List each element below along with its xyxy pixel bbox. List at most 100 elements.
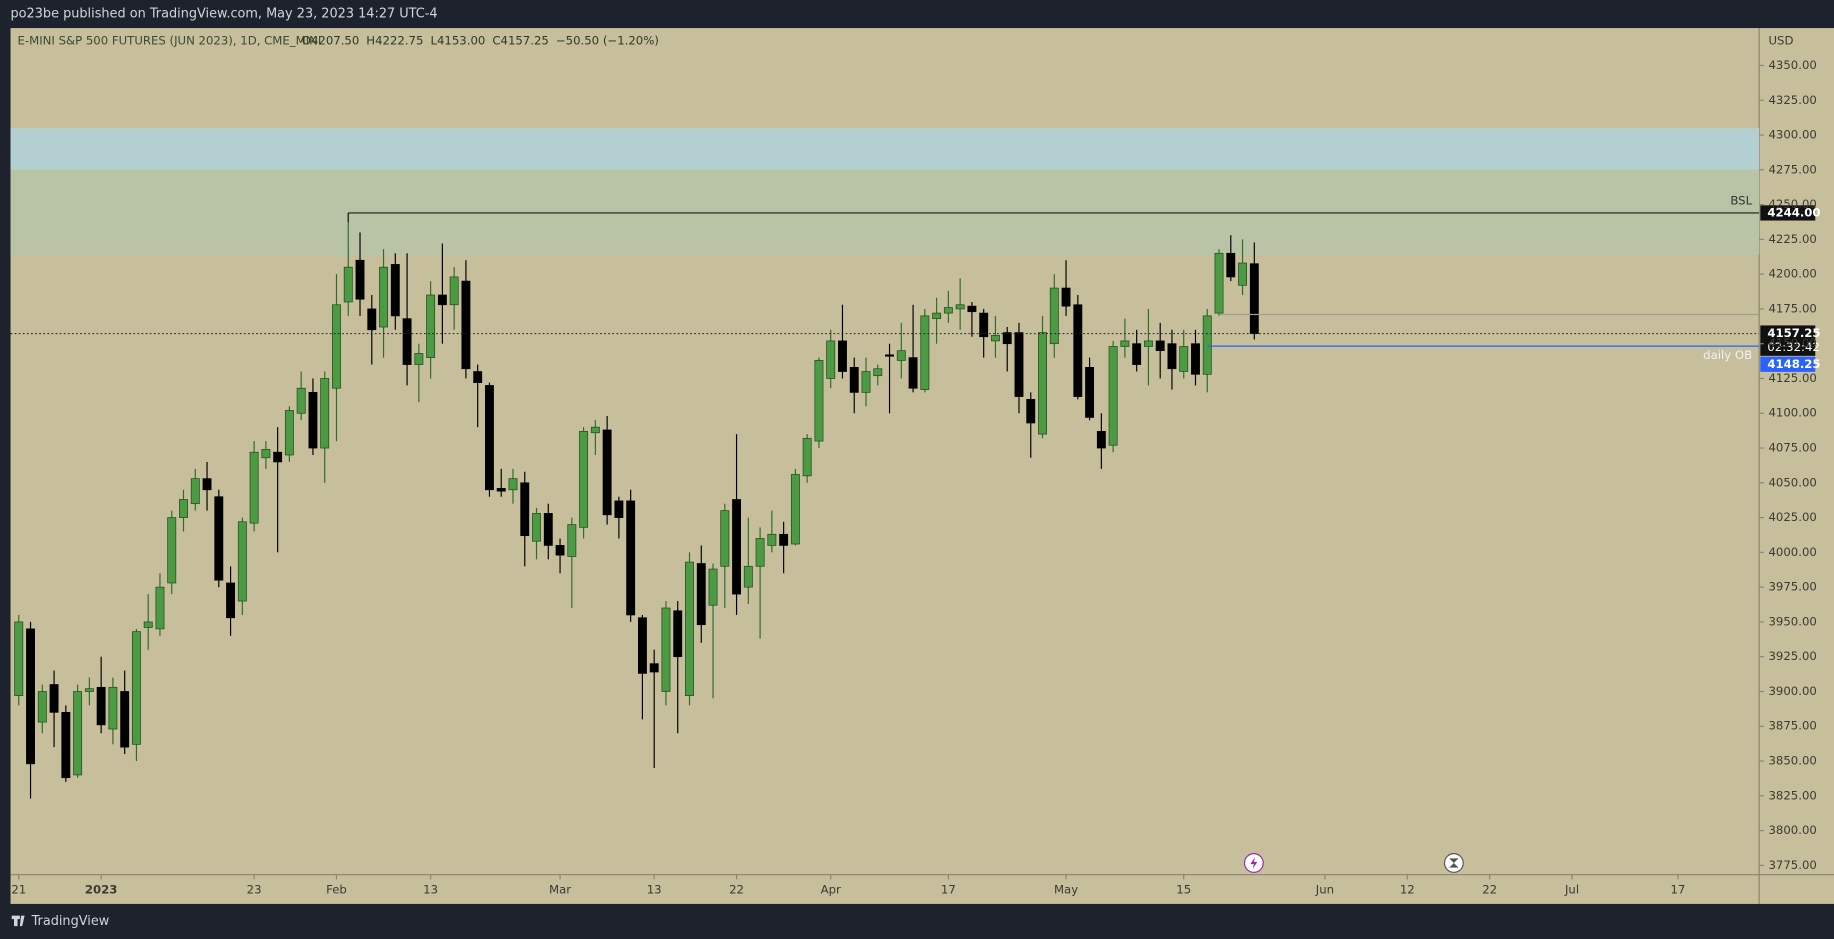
candle-body bbox=[343, 266, 353, 303]
candle-body bbox=[143, 621, 153, 628]
candle-body bbox=[614, 500, 624, 518]
candle-body bbox=[1002, 332, 1012, 345]
y-tick-label: 3900.00 bbox=[1769, 684, 1817, 698]
candle-body bbox=[296, 387, 306, 414]
brand: TradingView bbox=[11, 914, 109, 929]
y-tick-label: 4100.00 bbox=[1769, 406, 1817, 420]
x-tick-label: 17 bbox=[941, 882, 956, 896]
candle-body bbox=[1120, 340, 1130, 347]
candle-body bbox=[308, 392, 318, 449]
candle-body bbox=[61, 711, 71, 779]
candle-body bbox=[802, 437, 812, 477]
candle-body bbox=[1143, 340, 1153, 347]
candle-body bbox=[284, 410, 294, 456]
x-tick-label: 22 bbox=[1482, 882, 1497, 896]
candle-body bbox=[485, 385, 494, 491]
candle-body bbox=[179, 499, 188, 518]
candle-body bbox=[838, 340, 847, 372]
candle-body bbox=[1096, 430, 1106, 449]
countdown: 02:32:42 bbox=[1767, 340, 1820, 354]
x-tick-label: 12 bbox=[1400, 882, 1415, 896]
candle-body bbox=[414, 353, 424, 365]
candle-body bbox=[826, 340, 836, 379]
y-tick-label: 4300.00 bbox=[1769, 128, 1817, 142]
candle-body bbox=[449, 276, 459, 306]
y-tick-label: 3925.00 bbox=[1769, 649, 1817, 663]
y-tick-label: 4325.00 bbox=[1769, 93, 1817, 107]
x-tick-label: 13 bbox=[647, 882, 662, 896]
x-tick-label: 17 bbox=[1671, 882, 1686, 896]
ohlc-label: L4153.00 bbox=[430, 33, 485, 47]
y-tick-label: 4350.00 bbox=[1769, 58, 1817, 72]
candle-body bbox=[426, 294, 436, 358]
y-tick-label: 4150.00 bbox=[1769, 336, 1817, 350]
level-name: BSL bbox=[1730, 194, 1752, 208]
y-tick-label: 4275.00 bbox=[1769, 162, 1817, 176]
candle-body bbox=[261, 449, 271, 459]
candle-body bbox=[320, 378, 330, 449]
candle-body bbox=[96, 686, 106, 726]
candle-body bbox=[637, 617, 647, 674]
candle-body bbox=[273, 451, 283, 463]
event-icon bbox=[1443, 853, 1464, 873]
candle-body bbox=[991, 335, 1000, 342]
y-tick-label: 4225.00 bbox=[1769, 232, 1817, 246]
candle-body bbox=[14, 621, 24, 697]
candle-body bbox=[520, 482, 530, 537]
ohlc-label: −50.50 (−1.20%) bbox=[556, 33, 659, 47]
x-tick-label: Feb bbox=[326, 882, 347, 896]
y-tick-label: 3950.00 bbox=[1769, 614, 1817, 628]
candle-body bbox=[849, 367, 859, 393]
candle-body bbox=[779, 533, 789, 546]
candle-body bbox=[885, 354, 894, 357]
candle-body bbox=[84, 688, 94, 692]
candle-body bbox=[167, 517, 177, 584]
candle-body bbox=[543, 513, 553, 546]
candle-body bbox=[49, 684, 59, 713]
candle-body bbox=[226, 582, 236, 619]
candle-body bbox=[708, 568, 718, 606]
candle-body bbox=[649, 663, 659, 673]
x-tick-label: Jul bbox=[1564, 882, 1579, 896]
candle-body bbox=[920, 315, 930, 390]
y-tick-label: 4025.00 bbox=[1769, 510, 1817, 524]
candle-body bbox=[661, 607, 671, 692]
candle-body bbox=[755, 538, 765, 567]
zone bbox=[10, 169, 1760, 255]
candle-body bbox=[626, 500, 636, 616]
last-price-label: 4157.25 bbox=[1767, 326, 1820, 340]
candle-body bbox=[108, 686, 118, 730]
candle-body bbox=[590, 426, 600, 434]
ohlc-label: O4207.50 bbox=[302, 33, 360, 47]
x-tick-label: 2023 bbox=[85, 882, 118, 896]
y-tick-label: 4000.00 bbox=[1769, 545, 1817, 559]
candle-body bbox=[473, 371, 483, 384]
candle-body bbox=[1249, 263, 1259, 334]
event-icon-glyph bbox=[1449, 858, 1459, 868]
candle-body bbox=[790, 474, 800, 545]
candle-body bbox=[861, 371, 871, 393]
candle-body bbox=[1014, 332, 1024, 397]
y-tick-label: 3875.00 bbox=[1769, 719, 1817, 733]
x-tick-label: Mar bbox=[549, 882, 571, 896]
candle-body bbox=[367, 308, 377, 331]
candle-body bbox=[1038, 332, 1047, 435]
zone bbox=[10, 128, 1760, 170]
candle-body bbox=[332, 304, 341, 389]
currency: USD bbox=[1769, 33, 1794, 47]
candle-body bbox=[496, 488, 506, 492]
candle-body bbox=[1132, 343, 1142, 365]
y-tick-label: 3825.00 bbox=[1769, 788, 1817, 802]
candle-body bbox=[767, 533, 777, 546]
candle-body bbox=[437, 294, 447, 306]
candle-body bbox=[1061, 287, 1071, 307]
candle-body bbox=[190, 478, 200, 505]
x-tick-label: 23 bbox=[247, 882, 262, 896]
bsl-price-label: 4244.00 bbox=[1767, 205, 1820, 219]
candle-body bbox=[1108, 346, 1118, 446]
candle-body bbox=[355, 259, 365, 300]
candle-body bbox=[1167, 343, 1177, 370]
y-tick-label: 4250.00 bbox=[1769, 197, 1817, 211]
